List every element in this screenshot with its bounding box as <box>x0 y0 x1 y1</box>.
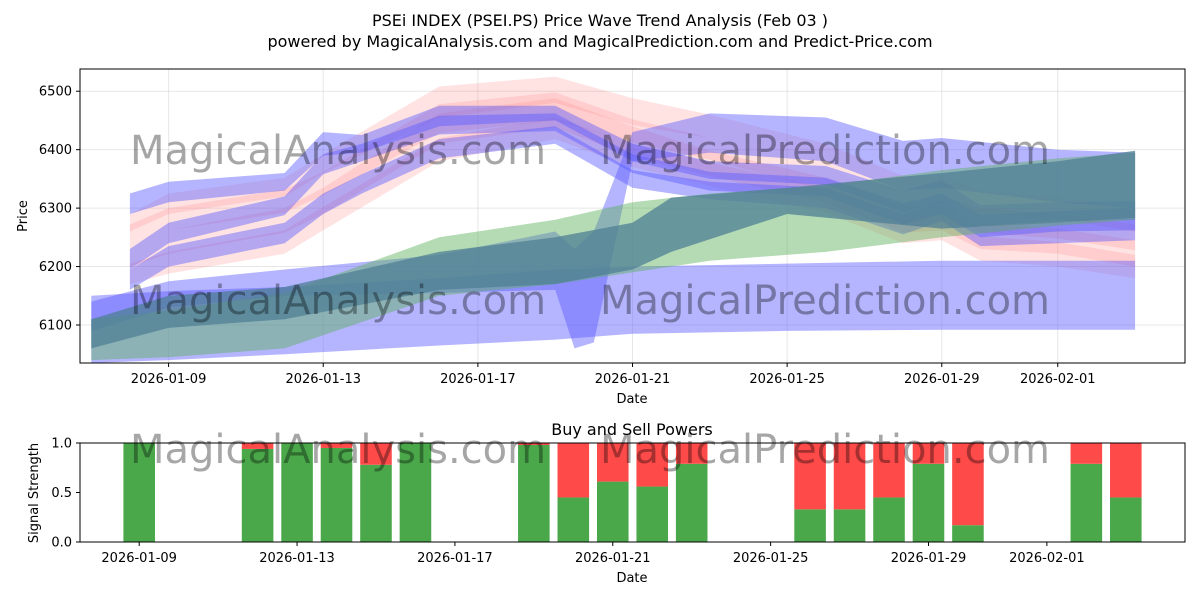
sell-bar <box>518 443 550 445</box>
price-plot: MagicalAnalysis.com MagicalPrediction.co… <box>16 68 1186 407</box>
signal-x-label: Date <box>616 571 647 586</box>
price-x-tick-label: 2026-01-25 <box>749 372 825 387</box>
price-y-tick-label: 6500 <box>39 85 72 100</box>
price-band-red-1 <box>129 98 1136 267</box>
signal-x-tick-label: 2026-01-17 <box>417 551 493 566</box>
sell-bar <box>794 443 826 510</box>
buy-bar <box>596 481 629 542</box>
signal-x-tick-label: 2026-01-21 <box>575 551 651 566</box>
sell-bar <box>833 443 866 510</box>
sell-bar <box>952 443 984 526</box>
sell-bar <box>320 443 353 448</box>
price-x-ticks: 2026-01-09 2026-01-13 2026-01-17 2026-01-21… <box>131 363 1096 387</box>
buy-bar <box>518 444 550 542</box>
signal-title: Buy and Sell Powers <box>551 420 713 439</box>
price-x-label: Date <box>616 392 647 407</box>
sell-bar <box>596 443 629 482</box>
signal-y-tick-label: 0.0 <box>51 536 72 551</box>
price-y-tick-label: 6300 <box>39 202 72 217</box>
sell-bar <box>241 443 274 449</box>
price-band-blue-5 <box>129 113 1136 270</box>
buy-bar <box>557 497 590 542</box>
buy-bar <box>1110 497 1142 542</box>
watermark-analysis-mid: MagicalAnalysis.com <box>130 278 546 324</box>
sell-bar <box>1070 443 1103 464</box>
buy-bar <box>123 443 155 542</box>
chart-title: PSEi INDEX (PSEI.PS) Price Wave Trend An… <box>372 11 828 30</box>
buy-bar <box>1070 463 1103 542</box>
price-band-group <box>91 76 1136 363</box>
price-band-red-2 <box>129 117 1136 285</box>
signal-x-tick-label: 2026-01-25 <box>733 551 809 566</box>
price-x-tick-label: 2026-01-13 <box>285 372 361 387</box>
buy-bar <box>675 463 708 542</box>
buy-bar <box>241 448 274 542</box>
signal-bars <box>123 443 1142 542</box>
buy-bar <box>794 509 826 542</box>
buy-bar <box>833 509 866 542</box>
sell-bar <box>873 443 905 498</box>
price-band-teal-10 <box>91 150 1136 349</box>
chart-subtitle: powered by MagicalAnalysis.com and Magic… <box>267 32 932 51</box>
signal-plot: Buy and Sell Powers MagicalAnalysis.com … <box>27 420 1186 586</box>
price-y-tick-label: 6200 <box>39 260 72 275</box>
signal-x-tick-label: 2026-01-29 <box>891 551 967 566</box>
price-y-label: Price <box>16 200 31 232</box>
signal-y-tick-label: 1.0 <box>51 437 72 452</box>
buy-bar <box>320 447 353 542</box>
price-x-tick-label: 2026-02-01 <box>1020 372 1096 387</box>
sell-bar <box>636 443 669 487</box>
buy-bar <box>360 464 392 542</box>
sell-bar <box>912 443 945 464</box>
price-x-tick-label: 2026-01-17 <box>440 372 516 387</box>
sell-bar <box>1110 443 1142 498</box>
price-y-ticks: 6100 6200 6300 6400 6500 <box>39 85 80 334</box>
signal-x-tick-label: 2026-01-13 <box>259 551 335 566</box>
watermark-analysis-top: MagicalAnalysis.com <box>130 128 546 174</box>
buy-bar <box>281 443 313 542</box>
watermark-prediction-mid: MagicalPrediction.com <box>600 278 1050 324</box>
buy-bar <box>912 463 945 542</box>
signal-x-tick-label: 2026-02-01 <box>1009 551 1085 566</box>
signal-y-ticks: 0.0 0.5 1.0 <box>51 437 80 551</box>
price-x-tick-label: 2026-01-09 <box>131 372 207 387</box>
watermark-prediction-top: MagicalPrediction.com <box>600 128 1050 174</box>
price-x-tick-label: 2026-01-21 <box>595 372 671 387</box>
buy-bar <box>636 486 669 542</box>
price-x-tick-label: 2026-01-29 <box>904 372 980 387</box>
sell-bar <box>557 443 590 498</box>
buy-bar <box>399 443 432 542</box>
sell-bar <box>675 443 708 464</box>
price-y-tick-label: 6400 <box>39 143 72 158</box>
buy-bar <box>873 497 905 542</box>
signal-y-label: Signal Strength <box>27 443 42 543</box>
sell-bar <box>360 443 392 465</box>
price-y-tick-label: 6100 <box>39 319 72 334</box>
signal-y-tick-label: 0.5 <box>51 486 72 501</box>
buy-bar <box>952 525 984 542</box>
signal-x-tick-label: 2026-01-09 <box>101 551 177 566</box>
price-band-blue-6 <box>129 126 1136 290</box>
signal-x-ticks: 2026-01-09 2026-01-13 2026-01-17 2026-01-21… <box>101 542 1085 566</box>
watermark-prediction-bottom: MagicalPrediction.com <box>600 427 1050 473</box>
price-bands <box>91 76 1136 363</box>
watermark-analysis-bottom: MagicalAnalysis.com <box>130 427 546 473</box>
